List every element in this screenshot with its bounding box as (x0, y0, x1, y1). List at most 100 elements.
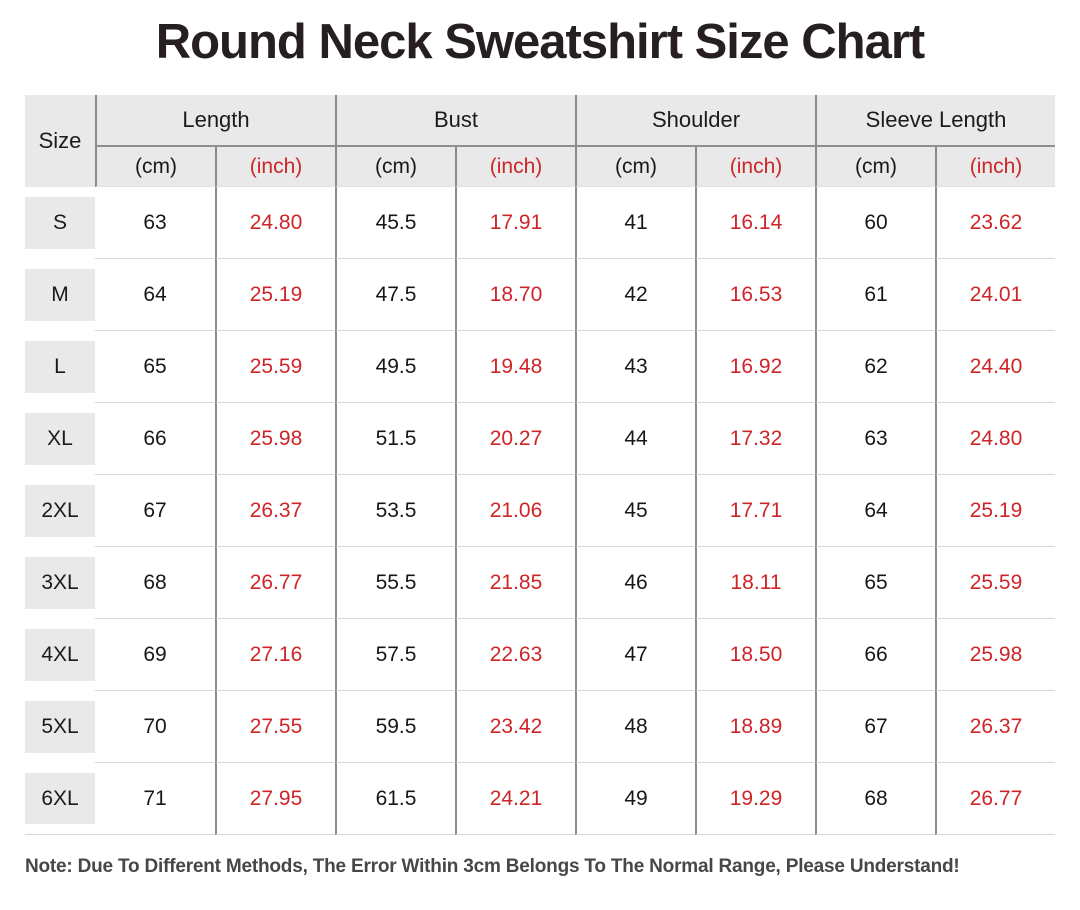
bust-inch-cell: 21.85 (455, 547, 575, 619)
shoulder-cm-cell: 49 (575, 763, 695, 835)
shoulder-inch-cell: 19.29 (695, 763, 815, 835)
unit-header-sleeve-inch: (inch) (935, 147, 1055, 187)
size-row-label: 6XL (25, 763, 95, 835)
sleeve-inch-cell: 23.62 (935, 187, 1055, 259)
page-title: Round Neck Sweatshirt Size Chart (155, 15, 926, 69)
bust-inch-cell: 23.42 (455, 691, 575, 763)
unit-header-sleeve-cm: (cm) (815, 147, 935, 187)
size-row-label: L (25, 331, 95, 403)
sleeve-inch-cell: 26.77 (935, 763, 1055, 835)
column-header-size: Size (25, 95, 95, 187)
shoulder-inch-cell: 18.89 (695, 691, 815, 763)
size-value: S (25, 197, 95, 249)
size-row-label: 2XL (25, 475, 95, 547)
sleeve-inch-cell: 25.59 (935, 547, 1055, 619)
size-chart-table: Size Length Bust Shoulder Sleeve Length … (25, 95, 1055, 835)
length-inch-cell: 27.95 (215, 763, 335, 835)
shoulder-inch-cell: 18.11 (695, 547, 815, 619)
unit-header-shoulder-inch: (inch) (695, 147, 815, 187)
shoulder-cm-cell: 48 (575, 691, 695, 763)
unit-header-bust-cm: (cm) (335, 147, 455, 187)
length-inch-cell: 26.77 (215, 547, 335, 619)
shoulder-cm-cell: 41 (575, 187, 695, 259)
column-header-length: Length (95, 95, 335, 147)
size-row-label: M (25, 259, 95, 331)
length-cm-cell: 66 (95, 403, 215, 475)
size-row-label: 4XL (25, 619, 95, 691)
bust-cm-cell: 49.5 (335, 331, 455, 403)
sleeve-cm-cell: 67 (815, 691, 935, 763)
length-cm-cell: 63 (95, 187, 215, 259)
sleeve-inch-cell: 24.80 (935, 403, 1055, 475)
length-inch-cell: 26.37 (215, 475, 335, 547)
unit-header-length-inch: (inch) (215, 147, 335, 187)
bust-inch-cell: 22.63 (455, 619, 575, 691)
size-value: M (25, 269, 95, 321)
sleeve-inch-cell: 24.40 (935, 331, 1055, 403)
sleeve-cm-cell: 68 (815, 763, 935, 835)
bust-cm-cell: 47.5 (335, 259, 455, 331)
bust-cm-cell: 59.5 (335, 691, 455, 763)
length-cm-cell: 71 (95, 763, 215, 835)
length-inch-cell: 27.55 (215, 691, 335, 763)
bust-cm-cell: 57.5 (335, 619, 455, 691)
length-cm-cell: 65 (95, 331, 215, 403)
length-inch-cell: 25.19 (215, 259, 335, 331)
length-cm-cell: 64 (95, 259, 215, 331)
sleeve-inch-cell: 25.19 (935, 475, 1055, 547)
size-value: 2XL (25, 485, 95, 537)
sleeve-cm-cell: 62 (815, 331, 935, 403)
column-header-shoulder: Shoulder (575, 95, 815, 147)
length-inch-cell: 24.80 (215, 187, 335, 259)
bust-inch-cell: 20.27 (455, 403, 575, 475)
size-row-label: XL (25, 403, 95, 475)
shoulder-cm-cell: 45 (575, 475, 695, 547)
sleeve-cm-cell: 61 (815, 259, 935, 331)
sleeve-cm-cell: 60 (815, 187, 935, 259)
shoulder-inch-cell: 18.50 (695, 619, 815, 691)
length-inch-cell: 25.59 (215, 331, 335, 403)
size-row-label: S (25, 187, 95, 259)
size-value: XL (25, 413, 95, 465)
bust-inch-cell: 21.06 (455, 475, 575, 547)
length-inch-cell: 27.16 (215, 619, 335, 691)
sleeve-cm-cell: 65 (815, 547, 935, 619)
shoulder-cm-cell: 47 (575, 619, 695, 691)
shoulder-inch-cell: 17.71 (695, 475, 815, 547)
measurement-note: Note: Due To Different Methods, The Erro… (25, 856, 960, 877)
length-inch-cell: 25.98 (215, 403, 335, 475)
sleeve-inch-cell: 25.98 (935, 619, 1055, 691)
shoulder-cm-cell: 42 (575, 259, 695, 331)
bust-cm-cell: 51.5 (335, 403, 455, 475)
column-header-bust: Bust (335, 95, 575, 147)
bust-cm-cell: 61.5 (335, 763, 455, 835)
shoulder-inch-cell: 16.92 (695, 331, 815, 403)
size-row-label: 5XL (25, 691, 95, 763)
bust-inch-cell: 17.91 (455, 187, 575, 259)
sleeve-inch-cell: 26.37 (935, 691, 1055, 763)
length-cm-cell: 70 (95, 691, 215, 763)
bust-inch-cell: 18.70 (455, 259, 575, 331)
length-cm-cell: 67 (95, 475, 215, 547)
size-value: 5XL (25, 701, 95, 753)
shoulder-cm-cell: 44 (575, 403, 695, 475)
unit-header-length-cm: (cm) (95, 147, 215, 187)
shoulder-inch-cell: 17.32 (695, 403, 815, 475)
shoulder-cm-cell: 46 (575, 547, 695, 619)
size-value: 4XL (25, 629, 95, 681)
size-value: L (25, 341, 95, 393)
bust-cm-cell: 55.5 (335, 547, 455, 619)
sleeve-cm-cell: 64 (815, 475, 935, 547)
size-row-label: 3XL (25, 547, 95, 619)
shoulder-inch-cell: 16.53 (695, 259, 815, 331)
sleeve-cm-cell: 63 (815, 403, 935, 475)
shoulder-inch-cell: 16.14 (695, 187, 815, 259)
unit-header-shoulder-cm: (cm) (575, 147, 695, 187)
bust-inch-cell: 24.21 (455, 763, 575, 835)
shoulder-cm-cell: 43 (575, 331, 695, 403)
length-cm-cell: 69 (95, 619, 215, 691)
length-cm-cell: 68 (95, 547, 215, 619)
bust-cm-cell: 45.5 (335, 187, 455, 259)
sleeve-inch-cell: 24.01 (935, 259, 1055, 331)
